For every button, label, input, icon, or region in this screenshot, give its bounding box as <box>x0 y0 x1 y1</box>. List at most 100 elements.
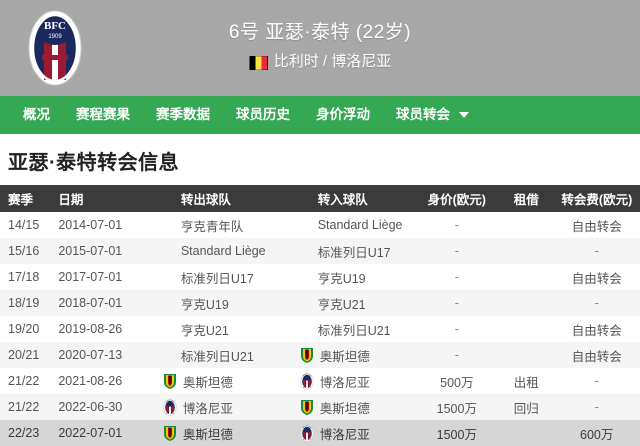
club-entry: 博洛尼亚 <box>282 368 411 394</box>
table-header: 赛季 日期 转出球队 转入球队 身价(欧元) 租借 转会费(欧元) <box>0 185 640 212</box>
club-name-label: 亨克U21 <box>180 323 229 338</box>
cell-from-club[interactable]: 亨克青年队 <box>139 212 276 238</box>
cell-to-club[interactable]: 亨克U19 <box>276 264 417 290</box>
cell-from-club[interactable]: 标准列日U21 <box>139 342 276 368</box>
cell-to-club[interactable]: 标准列日U21 <box>276 316 417 342</box>
cell-transfer-fee: 自由转会 <box>571 271 622 286</box>
column-header-loan[interactable]: 租借 <box>497 185 556 212</box>
club-entry: 亨克U19 <box>145 290 270 316</box>
cell-season: 21/22 <box>8 400 40 414</box>
cell-transfer-fee: 自由转会 <box>571 349 622 364</box>
transfer-history-table: 赛季 日期 转出球队 转入球队 身价(欧元) 租借 转会费(欧元) 14/15 2… <box>0 185 640 446</box>
club-entry: 标准列日U21 <box>282 316 411 342</box>
cell-from-club[interactable]: 奥斯坦德 <box>139 368 276 394</box>
oostende-crest-icon <box>163 373 176 389</box>
cell-to-club[interactable]: 奥斯坦德 <box>276 342 417 368</box>
column-header-from-club[interactable]: 转出球队 <box>138 185 276 212</box>
club-name-label: 奥斯坦德 <box>182 427 233 442</box>
cell-date: 2014-07-01 <box>58 218 123 232</box>
tab-fixtures-results[interactable]: 赛程赛果 <box>76 107 130 122</box>
cell-season: 14/15 <box>8 218 40 232</box>
cell-from-club[interactable]: 博洛尼亚 <box>139 394 276 420</box>
tab-transfers[interactable]: 球员转会 <box>396 107 450 122</box>
cell-to-club[interactable]: Standard Liège <box>276 212 417 238</box>
cell-from-club[interactable]: 亨克U21 <box>139 316 276 342</box>
tab-market-value[interactable]: 身价浮动 <box>316 107 370 122</box>
cell-to-club[interactable]: 博洛尼亚 <box>276 368 417 394</box>
club-entry: 亨克青年队 <box>145 212 270 238</box>
cell-transfer-fee: 自由转会 <box>571 323 622 338</box>
cell-loan <box>497 212 555 238</box>
cell-from-club[interactable]: Standard Liège <box>139 238 276 264</box>
oostende-crest-icon <box>163 425 176 441</box>
table-row[interactable]: 21/22 2021-08-26 奥斯坦德 博洛尼亚 500万 出租 - <box>0 368 640 394</box>
cell-to-club[interactable]: 奥斯坦德 <box>276 394 417 420</box>
club-entry: 亨克U21 <box>282 290 411 316</box>
column-header-market-value[interactable]: 身价(欧元) <box>416 185 498 212</box>
player-header-text: 6号 亚瑟·泰特 (22岁) 比利时 / 博洛尼亚 <box>110 20 640 76</box>
cell-date: 2017-07-01 <box>58 270 123 284</box>
cell-transfer-fee: - <box>594 400 599 414</box>
page-title: 6号 亚瑟·泰特 (22岁) <box>228 21 412 43</box>
cell-date: 2021-08-26 <box>58 374 123 388</box>
svg-text:BFC: BFC <box>44 20 66 32</box>
club-entry: 奥斯坦德 <box>145 420 270 446</box>
player-meta-label: 比利时 / 博洛尼亚 <box>273 53 392 71</box>
bologna-crest-icon <box>300 372 314 390</box>
table-row[interactable]: 20/21 2020-07-13 标准列日U21 奥斯坦德 - 自由转会 <box>0 342 640 368</box>
club-entry: 博洛尼亚 <box>282 420 411 446</box>
table-row[interactable]: 15/16 2015-07-01 Standard Liège 标准列日U17 - - <box>0 238 640 264</box>
club-entry: 标准列日U17 <box>282 238 411 264</box>
cell-to-club[interactable]: 亨克U21 <box>276 290 417 316</box>
bologna-fc-crest-icon: BFC 1909 <box>28 10 82 86</box>
column-header-season[interactable]: 赛季 <box>0 185 53 212</box>
column-header-transfer-fee[interactable]: 转会费(欧元) <box>555 185 640 212</box>
chevron-down-icon[interactable] <box>459 112 469 118</box>
table-row[interactable]: 17/18 2017-07-01 标准列日U17 亨克U19 - 自由转会 <box>0 264 640 290</box>
svg-text:1909: 1909 <box>48 34 62 40</box>
cell-date: 2019-08-26 <box>58 322 123 336</box>
club-name-label: 标准列日U21 <box>317 323 391 338</box>
club-name-label: 亨克U19 <box>180 297 229 312</box>
table-row[interactable]: 22/23 2022-07-01 奥斯坦德 博洛尼亚 1500万 600万 <box>0 420 640 446</box>
cell-loan <box>497 420 555 446</box>
cell-transfer-fee: 自由转会 <box>571 219 622 234</box>
table-row[interactable]: 14/15 2014-07-01 亨克青年队 Standard Liège - 自由转会 <box>0 212 640 238</box>
cell-from-club[interactable]: 奥斯坦德 <box>139 420 276 446</box>
cell-loan: 出租 <box>513 375 539 390</box>
tab-overview[interactable]: 概况 <box>23 107 50 122</box>
cell-season: 21/22 <box>8 374 40 388</box>
cell-date: 2018-07-01 <box>58 296 123 310</box>
tab-season-stats[interactable]: 赛季数据 <box>156 107 210 122</box>
cell-from-club[interactable]: 标准列日U17 <box>139 264 276 290</box>
cell-transfer-fee: - <box>594 244 599 258</box>
main-nav: 概况 赛程赛果 赛季数据 球员历史 身价浮动 球员转会 <box>0 96 640 134</box>
cell-transfer-fee: 600万 <box>580 427 614 442</box>
club-entry: Standard Liège <box>145 238 270 264</box>
table-row[interactable]: 21/22 2022-06-30 博洛尼亚 奥斯坦德 1500万 回归 - <box>0 394 640 420</box>
club-name-label: 标准列日U21 <box>180 349 254 364</box>
player-nationality-club: 比利时 / 博洛尼亚 <box>248 52 392 72</box>
cell-loan <box>497 342 555 368</box>
cell-to-club[interactable]: 博洛尼亚 <box>276 420 417 446</box>
club-name-label: 奥斯坦德 <box>319 401 370 416</box>
cell-from-club[interactable]: 亨克U19 <box>139 290 276 316</box>
cell-to-club[interactable]: 标准列日U17 <box>276 238 417 264</box>
cell-date: 2020-07-13 <box>58 348 123 362</box>
club-name-label: 奥斯坦德 <box>319 349 370 364</box>
cell-transfer-fee: - <box>594 374 599 388</box>
section-title: 亚瑟·泰特转会信息 <box>8 152 180 174</box>
column-header-to-club[interactable]: 转入球队 <box>275 185 417 212</box>
table-row[interactable]: 18/19 2018-07-01 亨克U19 亨克U21 - - <box>0 290 640 316</box>
cell-market-value: - <box>454 218 459 232</box>
cell-loan <box>497 264 555 290</box>
oostende-crest-icon <box>300 399 313 415</box>
club-entry: 博洛尼亚 <box>145 394 270 420</box>
tab-player-history[interactable]: 球员历史 <box>236 107 290 122</box>
column-header-date[interactable]: 日期 <box>52 185 139 212</box>
bologna-crest-icon <box>163 398 177 416</box>
table-row[interactable]: 19/20 2019-08-26 亨克U21 标准列日U21 - 自由转会 <box>0 316 640 342</box>
cell-transfer-fee: - <box>594 296 599 310</box>
club-entry: 奥斯坦德 <box>282 342 411 368</box>
cell-date: 2015-07-01 <box>58 244 123 258</box>
